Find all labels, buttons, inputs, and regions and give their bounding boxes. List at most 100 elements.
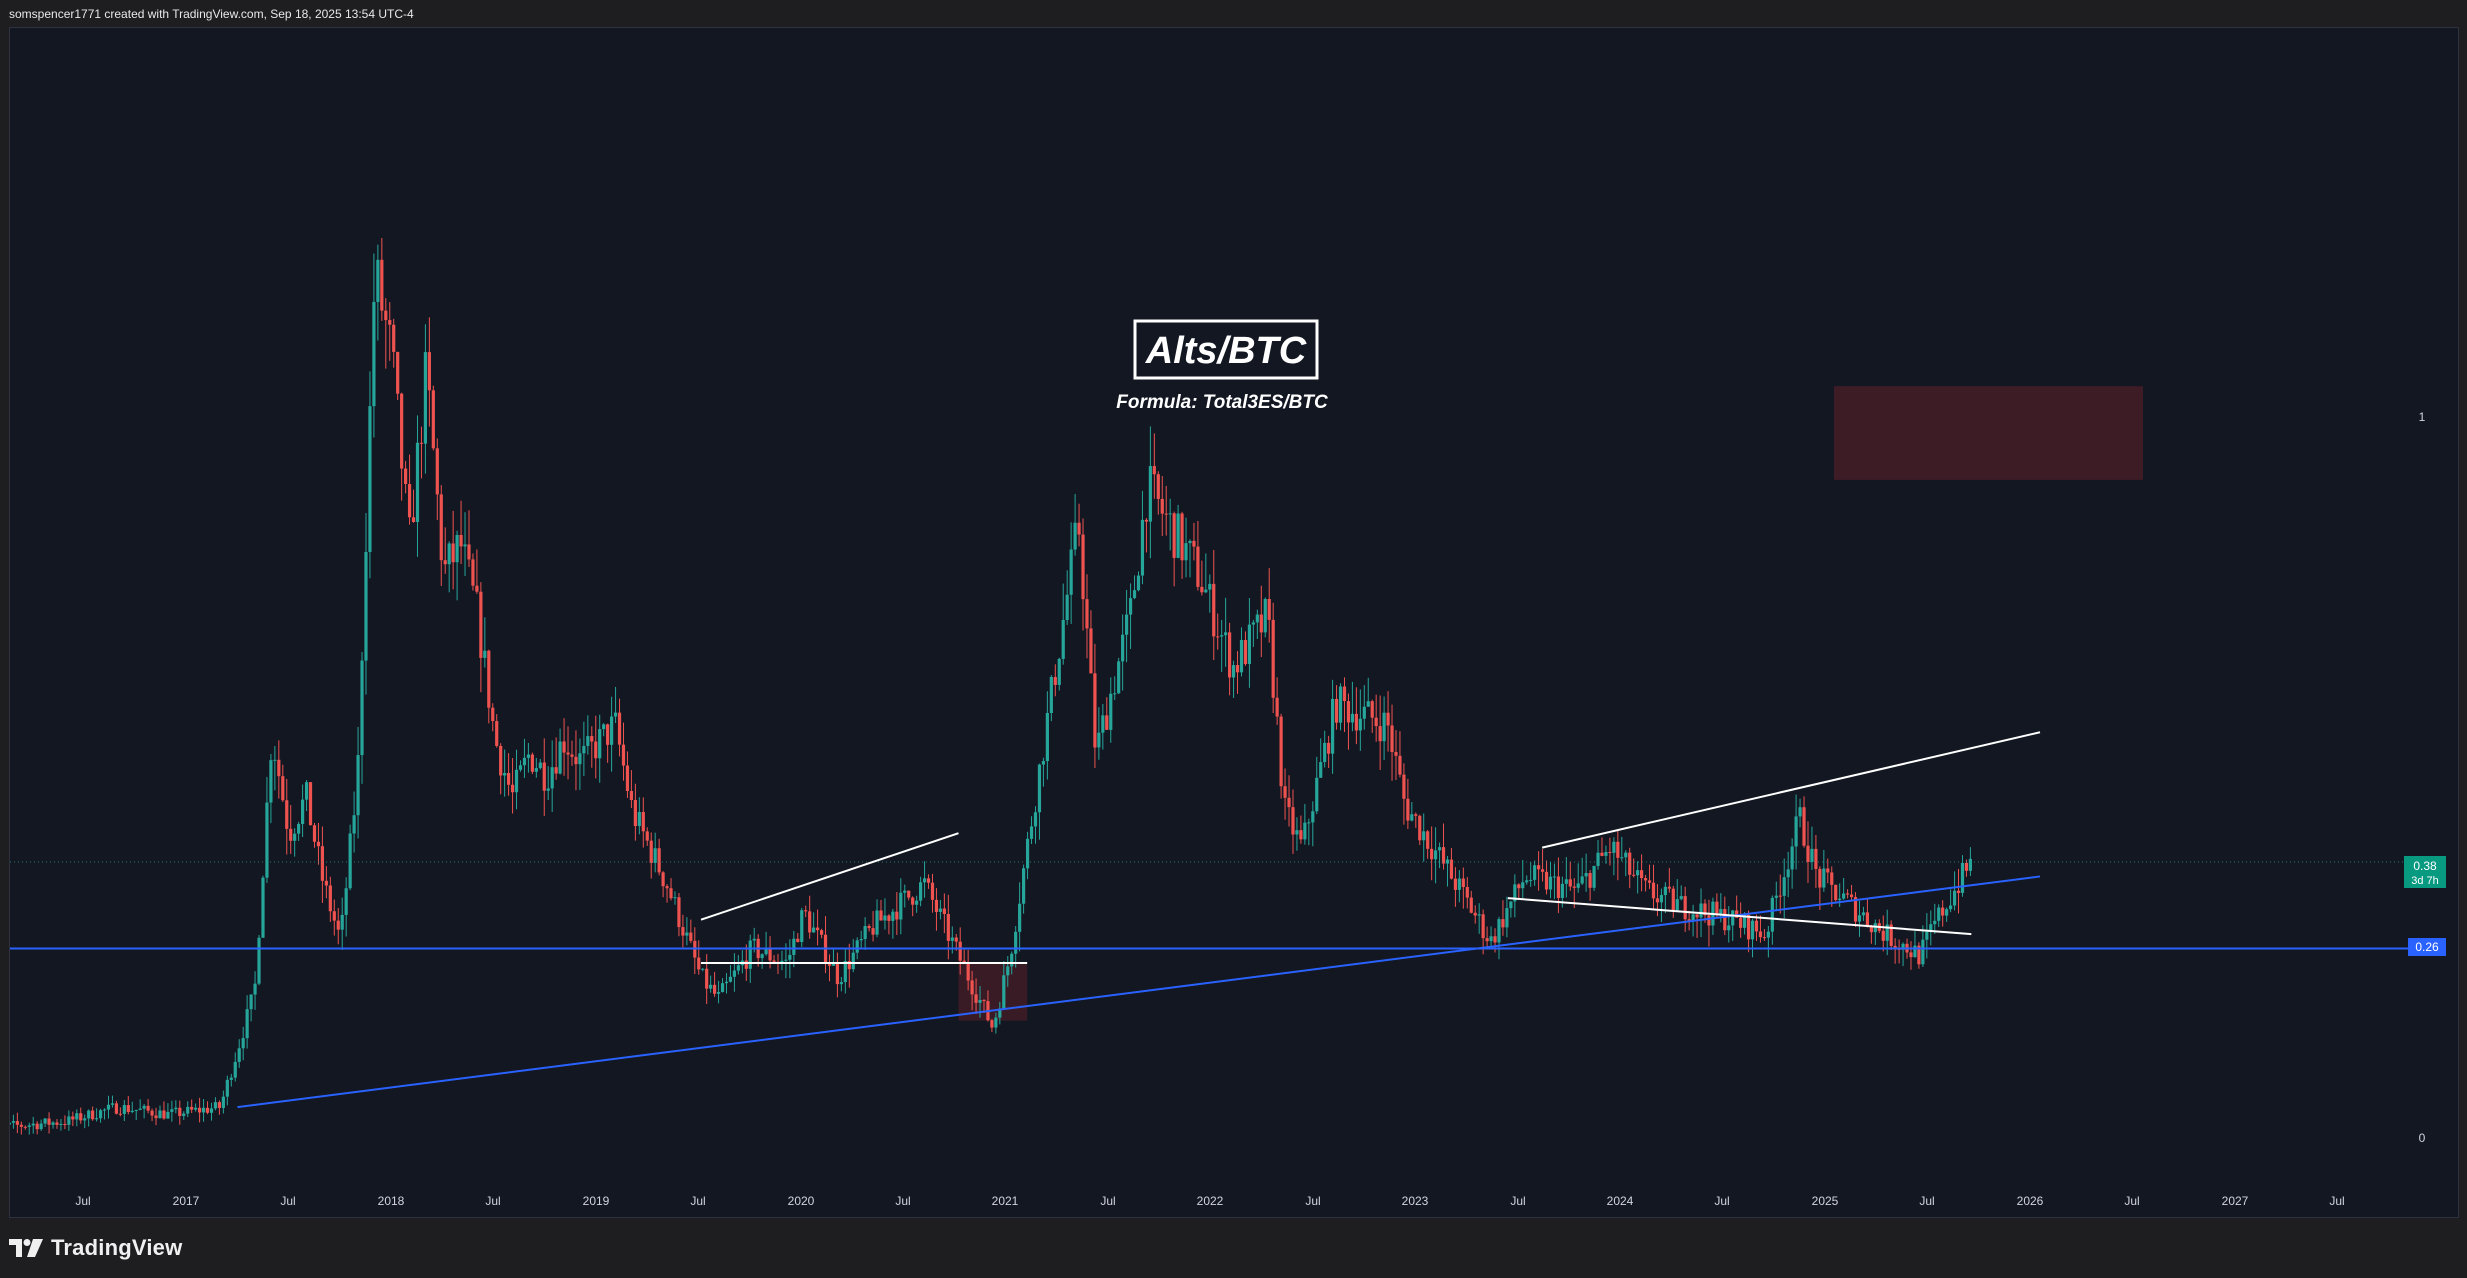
- candle-body: [83, 1118, 87, 1121]
- candle-body: [368, 406, 372, 552]
- candle-body: [661, 872, 665, 887]
- candle-body: [1790, 846, 1794, 870]
- candle-body: [1572, 886, 1576, 888]
- candle-body: [594, 741, 598, 759]
- candle-body: [827, 964, 832, 966]
- candle-body: [87, 1110, 91, 1119]
- candle-body: [67, 1116, 71, 1125]
- candle-body: [487, 650, 491, 708]
- candle-body: [1640, 870, 1644, 879]
- candle-body: [530, 754, 534, 772]
- candle-body: [1786, 869, 1790, 878]
- x-axis-tick-label: 2019: [583, 1194, 610, 1208]
- candle-body: [245, 1009, 249, 1039]
- candle-body: [1806, 845, 1810, 862]
- candle-body: [1913, 945, 1917, 958]
- candle-body: [507, 773, 511, 785]
- candle-body: [1846, 893, 1850, 895]
- candle-body: [784, 959, 788, 961]
- long-trendline[interactable]: [237, 875, 2041, 1109]
- candle-body: [364, 551, 368, 661]
- candle-body: [1121, 634, 1125, 662]
- candle-body: [1235, 665, 1240, 673]
- candle-body: [1643, 878, 1648, 881]
- candle-body: [542, 762, 546, 791]
- candle-body: [297, 823, 301, 834]
- candle-body: [847, 960, 851, 970]
- candle-body: [1315, 777, 1319, 812]
- candle-body: [895, 911, 899, 920]
- candle-body: [819, 930, 824, 935]
- candle-body: [871, 928, 875, 935]
- candle-body: [1251, 622, 1255, 625]
- candle-body: [396, 351, 400, 394]
- candle-body: [728, 976, 733, 982]
- candle-body: [1632, 874, 1636, 876]
- candle-body: [1441, 847, 1446, 864]
- candle-body: [1873, 923, 1877, 933]
- candle-body: [467, 544, 471, 560]
- channel-2023-upper-line[interactable]: [1541, 731, 2041, 849]
- candle-body: [831, 963, 836, 966]
- candle-body: [879, 910, 883, 921]
- candle-body: [1663, 886, 1667, 896]
- candle-body: [194, 1107, 198, 1110]
- candle-body: [1247, 624, 1252, 665]
- target-zone[interactable]: [1834, 386, 2143, 480]
- candle-body: [1077, 522, 1081, 535]
- candle-body: [1192, 540, 1196, 547]
- candle-body: [1497, 919, 1501, 943]
- candle-body: [1723, 909, 1727, 931]
- candle-body: [1164, 513, 1168, 515]
- candle-body: [1200, 586, 1204, 593]
- support-level-value: 0.26: [2415, 940, 2439, 954]
- candle-body: [51, 1122, 55, 1125]
- candle-body: [586, 736, 590, 746]
- candle-body: [1311, 811, 1315, 823]
- channel-2019-upper-line[interactable]: [700, 832, 959, 921]
- candle-body: [1291, 807, 1295, 835]
- candle-body: [392, 324, 396, 352]
- candle-body: [1834, 884, 1838, 901]
- candle-body: [887, 915, 891, 921]
- candle-body: [1271, 619, 1275, 698]
- candle-body: [1057, 658, 1061, 685]
- candle-body: [1869, 925, 1873, 933]
- candle-body: [859, 939, 863, 941]
- x-axis-tick-label: Jul: [1305, 1194, 1320, 1208]
- candle-body: [875, 910, 879, 935]
- candle-body: [1370, 701, 1374, 718]
- candle-body: [186, 1106, 190, 1114]
- candle-body: [1735, 910, 1739, 918]
- candle-body: [808, 911, 812, 933]
- channel-2023-lower-line[interactable]: [1507, 897, 1972, 936]
- candle-body: [1279, 716, 1283, 787]
- candle-body: [348, 833, 352, 889]
- candle-body: [459, 534, 463, 547]
- candle-body: [1956, 890, 1961, 893]
- candle-body: [1378, 726, 1382, 742]
- candle-body: [340, 914, 344, 930]
- candle-body: [590, 736, 594, 742]
- candle-body: [1513, 884, 1517, 902]
- candle-body: [1731, 910, 1735, 926]
- candle-body: [574, 756, 578, 765]
- candle-body: [1069, 549, 1073, 595]
- candle-body: [114, 1103, 119, 1114]
- candlestick-chart[interactable]: Jul 2017 Jul 2018 Jul 2019 Jul 2020 Jul 2021 Jul 20…: [10, 28, 2458, 1217]
- candle-body: [1798, 807, 1802, 817]
- candle-body: [495, 721, 499, 746]
- candle-body: [1529, 879, 1533, 881]
- candle-body: [1220, 635, 1224, 637]
- chart-area[interactable]: Jul 2017 Jul 2018 Jul 2019 Jul 2020 Jul 2021 Jul 20…: [9, 27, 2459, 1218]
- candle-body: [10, 1122, 12, 1125]
- candle-body: [1168, 513, 1172, 515]
- candle-body: [241, 1038, 245, 1049]
- candle-body: [1422, 831, 1426, 841]
- candle-body: [1655, 898, 1660, 903]
- candle-body: [566, 752, 570, 755]
- candle-body: [1739, 917, 1743, 928]
- candle-body: [681, 927, 685, 936]
- candle-body: [1925, 931, 1929, 940]
- candle-body: [1881, 930, 1885, 941]
